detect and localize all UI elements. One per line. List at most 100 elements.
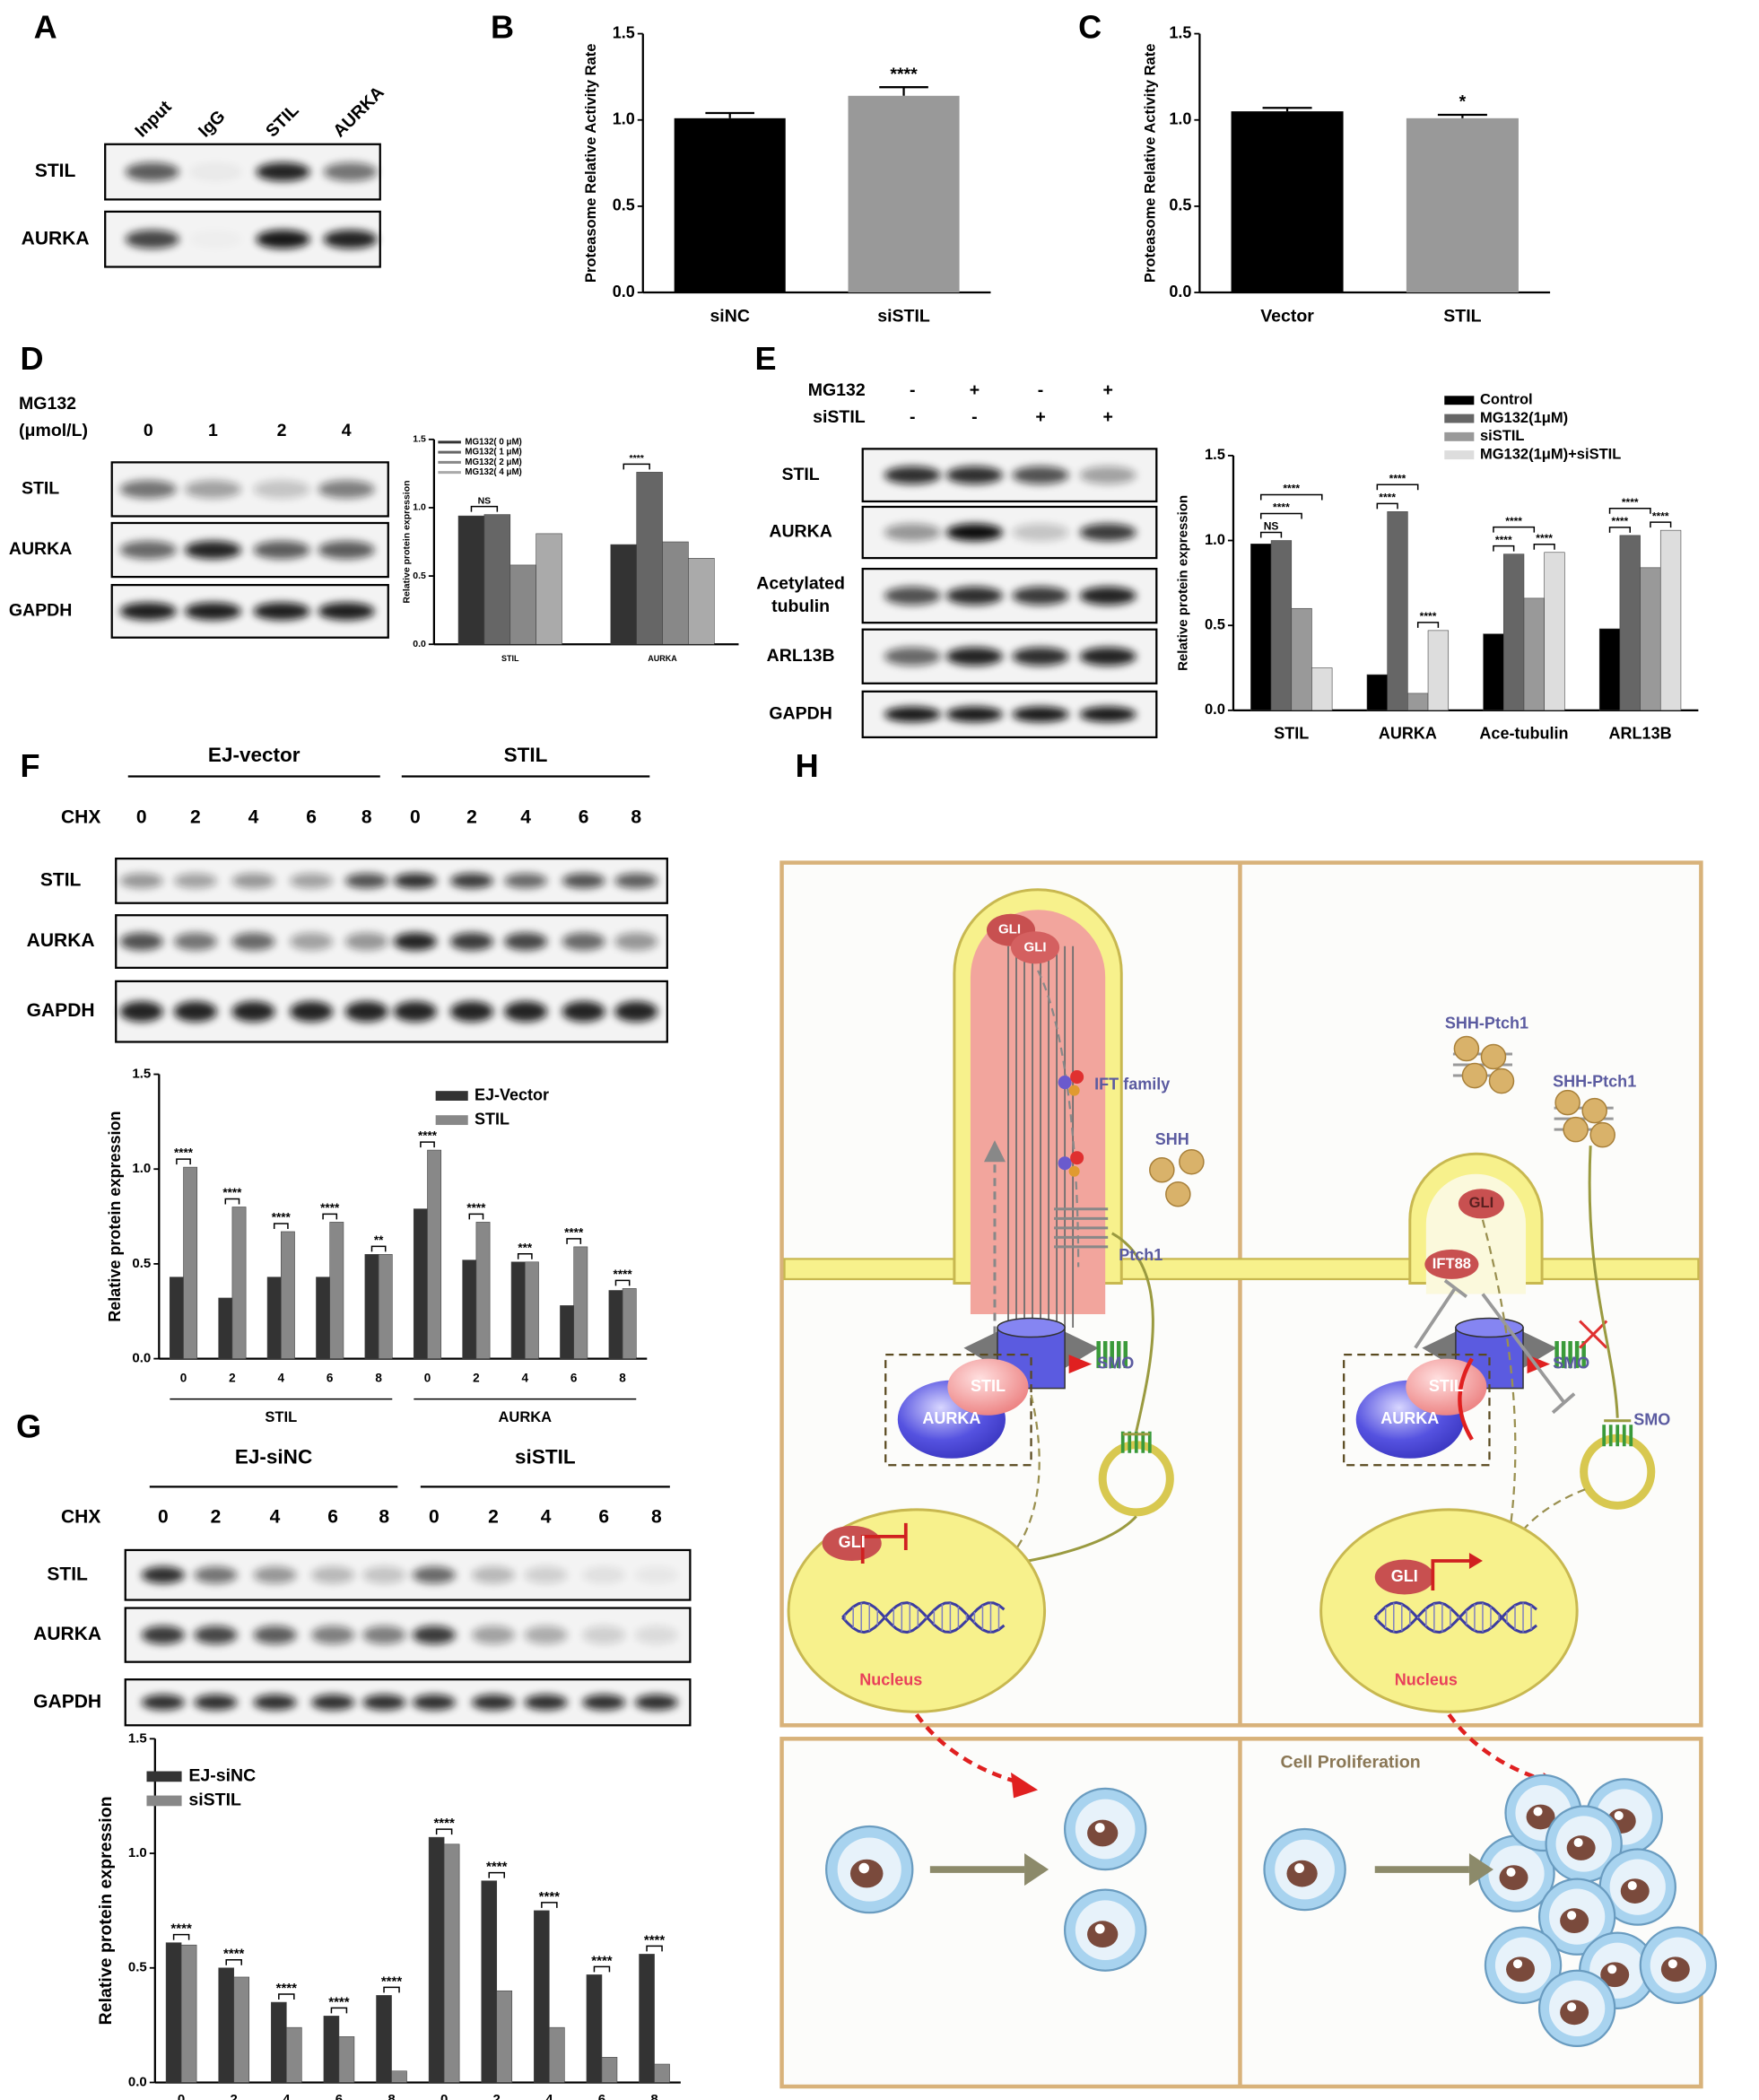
y-tick-label: 0.0 [1205,701,1225,718]
blot-band [562,932,605,951]
panel-label: F [21,747,40,784]
bar [639,1954,655,2083]
bar [462,1259,477,1359]
cell-dot [1573,1837,1583,1848]
blot-band [362,1625,406,1644]
significance-label: **** [1420,610,1437,623]
row-label: tubulin [771,597,830,616]
blot-band [945,466,1003,484]
x-tick-label: 2 [473,1372,480,1385]
lane-label: 2 [277,421,287,440]
treatment-label: MG132 [19,394,76,414]
blot-band [504,1001,548,1023]
bar [688,558,715,645]
significance-bracket [517,1253,533,1259]
x-tick-label: 0 [424,1372,431,1385]
diagram-label: GLI [1024,939,1047,954]
diagram-label: GLI [839,1533,866,1551]
blot-band [194,1625,238,1644]
shh [1165,1181,1191,1207]
bar [1366,674,1388,711]
significance-label: **** [1379,491,1396,503]
row-label: GAPDH [9,601,72,621]
blot-band [184,602,241,621]
significance-label: **** [614,1268,633,1281]
cilium-core [970,910,1106,1315]
blot-band [884,706,941,723]
significance-bracket [420,1141,435,1148]
group-label: EJ-vector [208,744,300,766]
red-dashed-arrow [1447,1712,1551,1784]
significance-label: **** [433,1816,455,1831]
smo-receptor [1096,1341,1128,1369]
significance-label: **** [1505,515,1522,527]
error-bar [1262,107,1312,112]
lane-label: 0 [144,421,153,440]
blot-band [344,873,388,889]
bar [848,95,960,293]
legend-label: Control [1480,391,1533,408]
blot-band [504,932,548,951]
legend-swatch [435,1115,468,1126]
cell-dot [1533,1807,1543,1817]
cell-dot [1506,1868,1516,1878]
cell-dot [1094,1923,1105,1934]
x-tick-label: ARL13B [1609,725,1672,743]
row-label: AURKA [769,522,832,542]
legend-swatch [1444,414,1475,423]
significance-bracket [1493,526,1536,533]
bar [509,564,536,645]
blot-band [884,647,941,666]
activation-arrow [1068,1355,1093,1374]
significance-bracket [370,1245,387,1252]
diagram-label: SMO [1553,1354,1589,1372]
x-tick-label: 8 [375,1372,382,1385]
y-tick-label: 1.0 [132,1161,151,1176]
blot-band [1079,647,1136,666]
blot-band [582,1625,626,1644]
y-axis-label: Proteasome Relative Activity Rate [1142,44,1159,283]
cell-nucleus [1660,1956,1690,1982]
gli [1011,931,1060,964]
x-tick-label: 8 [388,2092,395,2100]
legend-label: siSTIL [188,1791,241,1810]
row-label: Acetylated [756,574,845,594]
row-label: GAPDH [33,1691,101,1712]
bar [281,1231,295,1359]
blot-band [471,1566,516,1584]
significance-bracket [435,1828,453,1835]
treatment-sign: + [1035,407,1045,427]
blot-band [884,466,941,484]
significance-label: **** [174,1146,194,1160]
bar [218,1967,235,2083]
diagram-label: SHH [1155,1130,1189,1148]
cell-dot [1567,1911,1577,1921]
x-tick-label: 4 [545,2092,553,2100]
blot-band [524,1695,568,1711]
legend-label: MG132(1μM) [1480,409,1568,426]
group-label: STIL [265,1408,297,1425]
cell-nucleus [1526,1804,1555,1830]
blot-band [634,1695,678,1711]
cell-nucleus [1087,1819,1119,1847]
bar [536,533,562,645]
group-label: STIL [504,744,548,766]
significance-bracket [646,1945,663,1952]
lane-label: 6 [598,1506,609,1527]
blot-band [582,1566,626,1584]
diagram-label: SMO [1097,1354,1134,1372]
row-label: STIL [781,465,819,484]
row-label: STIL [35,161,76,181]
significance-label: ** [374,1233,384,1247]
legend-label: MG132( 1 μM) [465,448,521,457]
treatment-label: CHX [61,807,100,828]
bar [231,1207,247,1359]
significance-label: **** [320,1201,340,1215]
blot-band [614,873,658,889]
lane-label: 0 [136,807,147,828]
x-tick-label: AURKA [648,654,677,663]
bar [316,1277,331,1359]
treatment-label: siSTIL [813,407,866,427]
treatment-sign: - [910,407,916,427]
